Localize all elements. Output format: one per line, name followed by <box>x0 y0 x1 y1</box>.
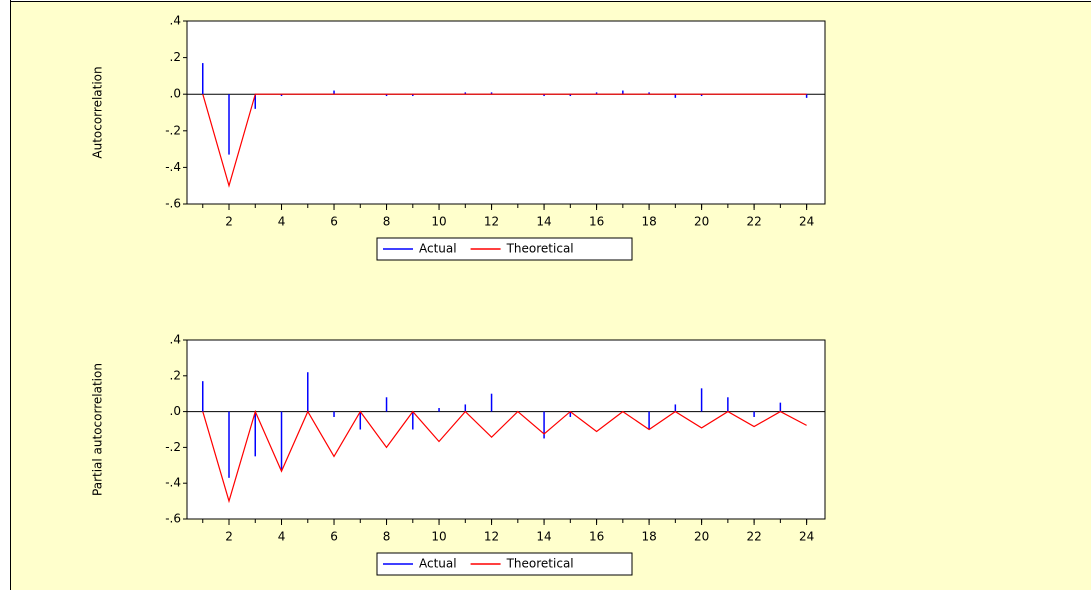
legend-label: Theoretical <box>506 242 574 256</box>
x-tick-label: 18 <box>641 215 656 229</box>
x-tick-label: 12 <box>484 530 499 544</box>
x-tick-label: 14 <box>536 215 551 229</box>
x-tick-label: 14 <box>536 530 551 544</box>
x-tick-label: 24 <box>799 530 814 544</box>
x-tick-label: 20 <box>694 215 709 229</box>
y-tick-label: .4 <box>170 333 181 347</box>
x-tick-label: 24 <box>799 215 814 229</box>
x-tick-label: 18 <box>641 530 656 544</box>
y-tick-label: .2 <box>170 368 181 382</box>
x-tick-label: 8 <box>383 530 391 544</box>
y-tick-label: -.6 <box>165 197 181 211</box>
x-tick-label: 16 <box>589 215 604 229</box>
y-tick-label: -.2 <box>165 440 181 454</box>
y-tick-label: -.4 <box>165 476 181 490</box>
legend-box <box>377 553 632 575</box>
x-tick-label: 8 <box>383 215 391 229</box>
y-axis-label: Autocorrelation <box>91 66 105 158</box>
x-tick-label: 2 <box>225 530 233 544</box>
legend-label: Actual <box>419 242 457 256</box>
x-tick-label: 6 <box>330 530 338 544</box>
x-tick-label: 16 <box>589 530 604 544</box>
x-tick-label: 6 <box>330 215 338 229</box>
x-tick-label: 12 <box>484 215 499 229</box>
y-tick-label: .0 <box>170 404 181 418</box>
plot-area <box>187 340 825 519</box>
y-tick-label: -.6 <box>165 512 181 526</box>
chart-page: -.6-.4-.2.0.2.424681012141618202224Autoc… <box>0 0 1091 590</box>
x-tick-label: 2 <box>225 215 233 229</box>
x-tick-label: 4 <box>278 215 286 229</box>
y-tick-label: .0 <box>170 87 181 101</box>
y-tick-label: -.4 <box>165 160 181 174</box>
y-tick-label: .2 <box>170 50 181 64</box>
y-tick-label: .4 <box>170 14 181 28</box>
y-tick-label: -.2 <box>165 123 181 137</box>
x-tick-label: 22 <box>746 530 761 544</box>
x-tick-label: 20 <box>694 530 709 544</box>
plot-area <box>187 21 825 204</box>
x-tick-label: 10 <box>431 530 446 544</box>
x-tick-label: 4 <box>278 530 286 544</box>
x-tick-label: 10 <box>431 215 446 229</box>
x-tick-label: 22 <box>746 215 761 229</box>
y-axis-label: Partial autocorrelation <box>91 363 105 496</box>
legend-label: Theoretical <box>506 557 574 571</box>
legend-box <box>377 238 632 260</box>
legend-label: Actual <box>419 557 457 571</box>
